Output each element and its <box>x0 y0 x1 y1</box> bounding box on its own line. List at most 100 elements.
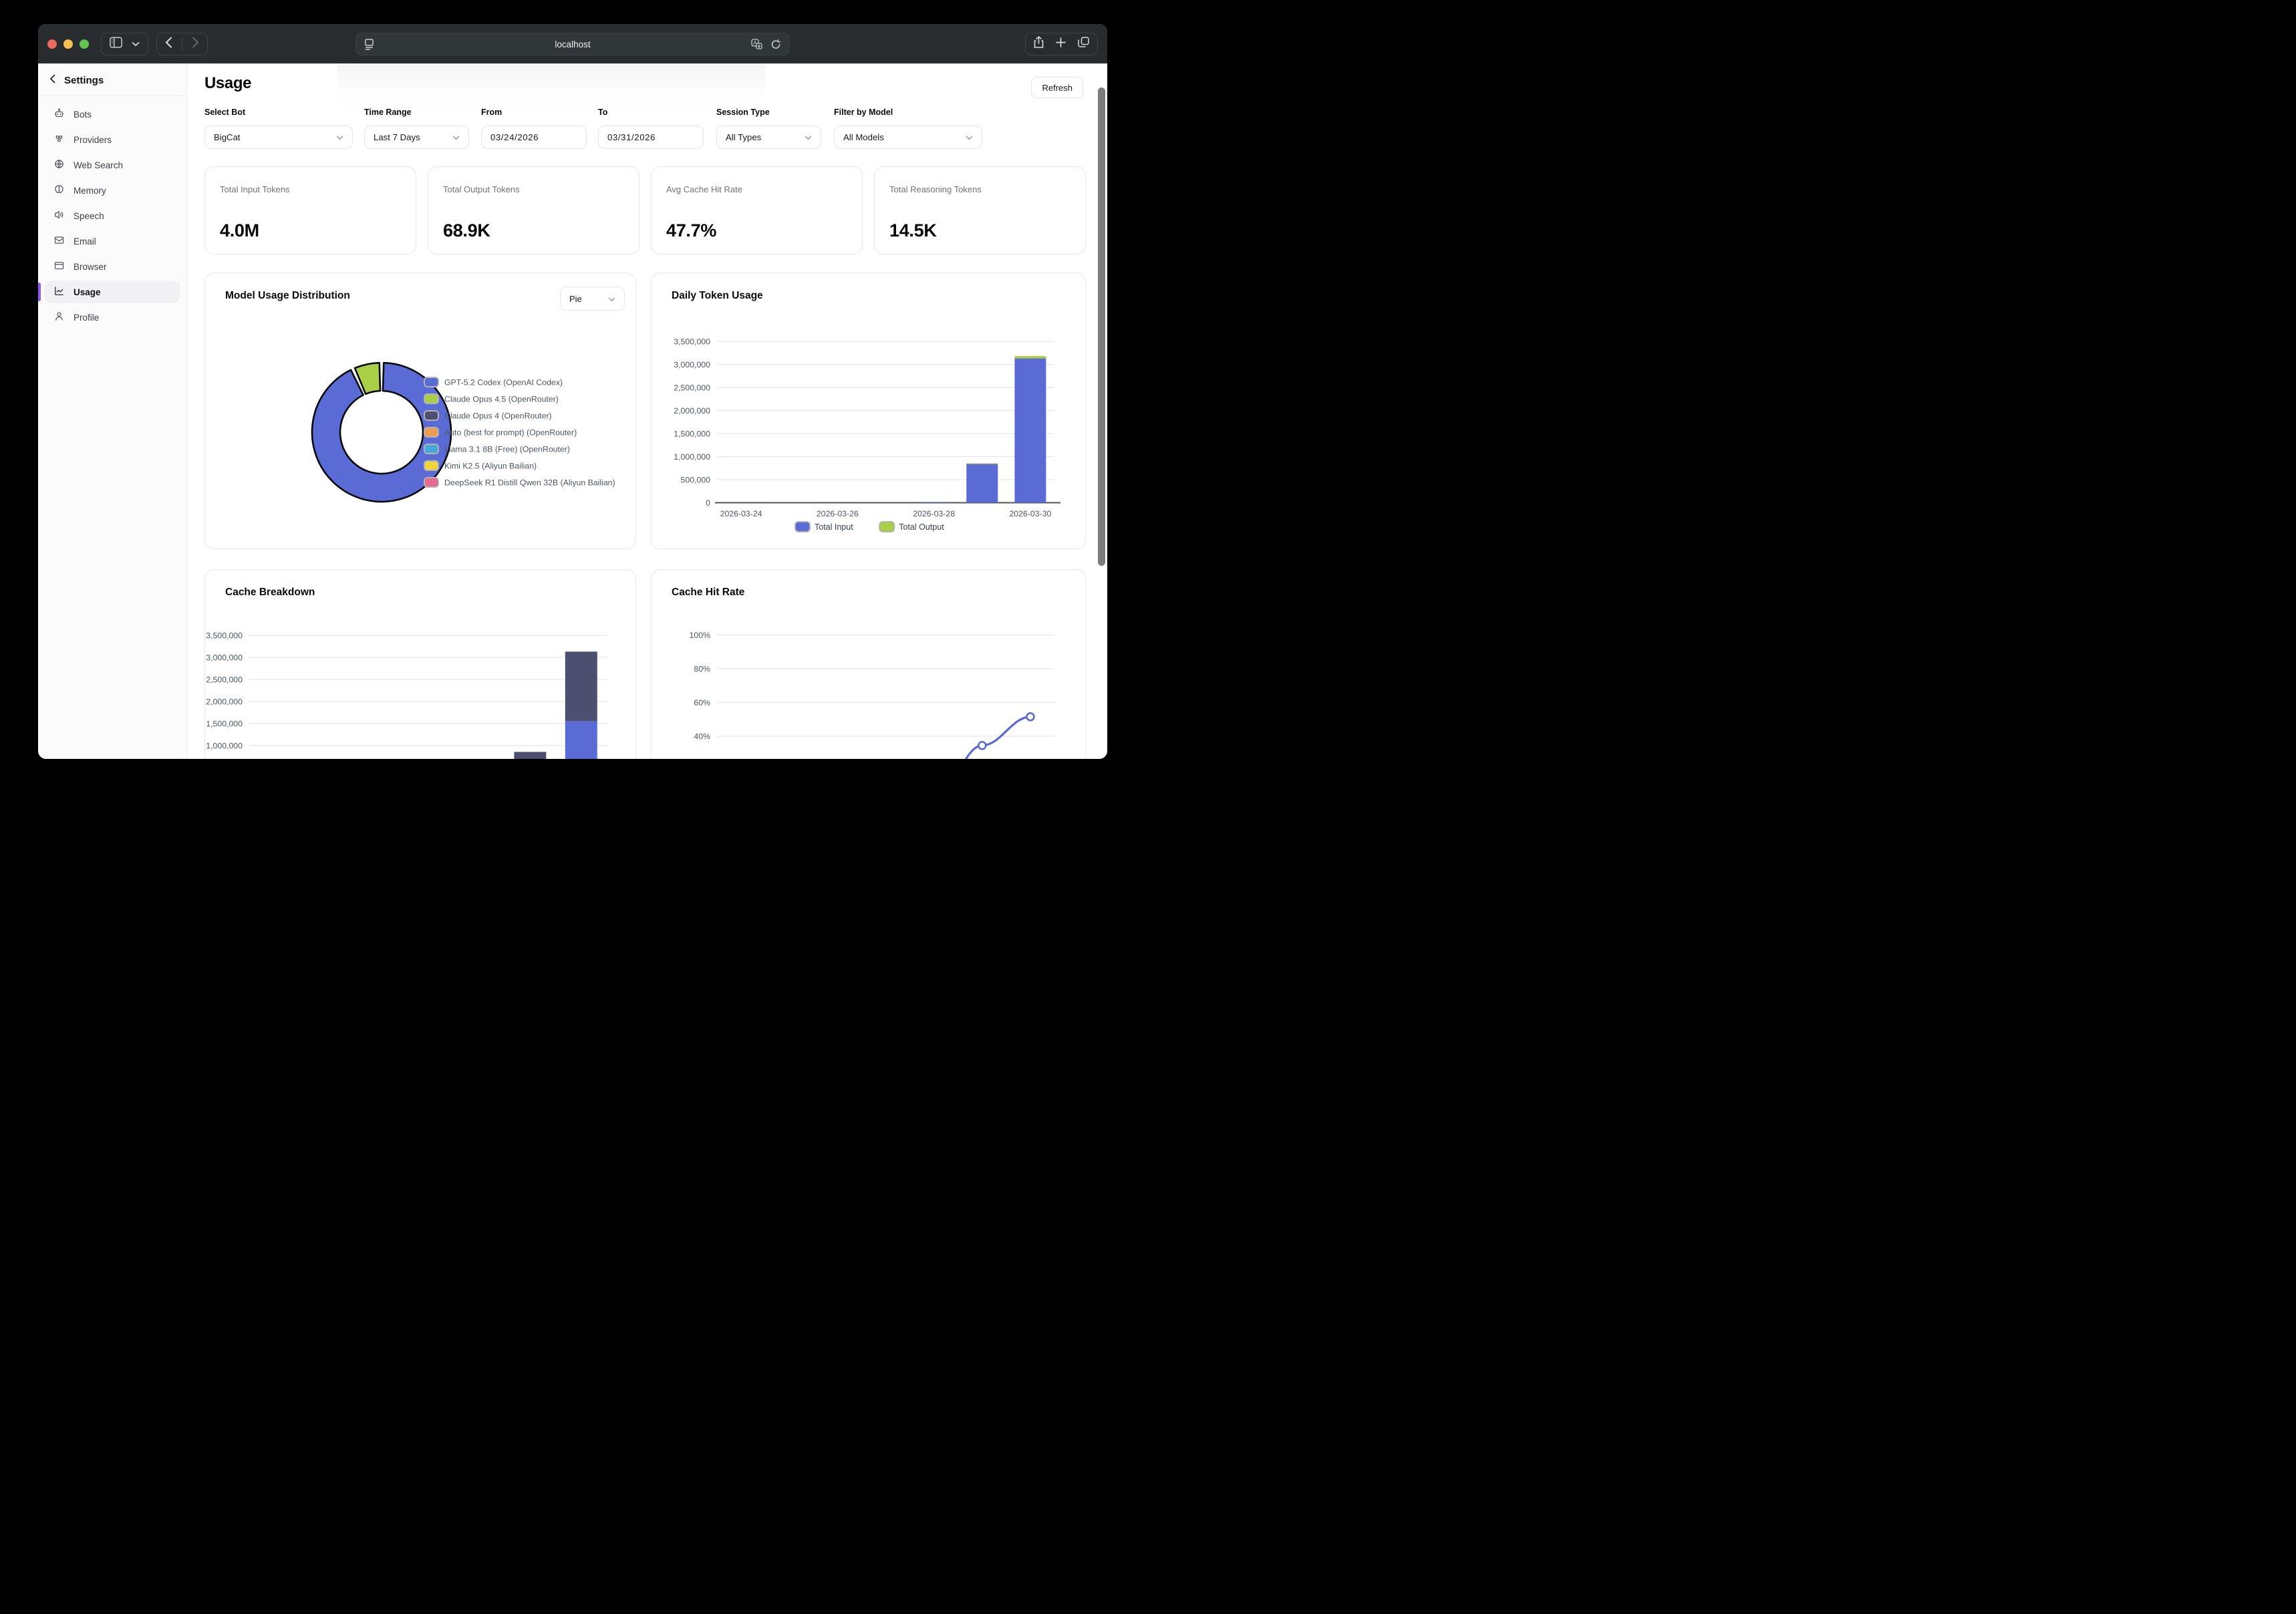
sidebar-toggle-icon[interactable] <box>110 36 122 51</box>
stat-value: 14.5K <box>889 220 937 240</box>
filter-value: 03/24/2026 <box>490 132 539 142</box>
sidebar-item-web-search[interactable]: Web Search <box>44 154 180 176</box>
date-input-to[interactable]: 03/31/2026 <box>598 126 704 149</box>
model-usage-title: Model Usage Distribution <box>225 290 350 301</box>
stat-card-total-reasoning-tokens: Total Reasoning Tokens 14.5K <box>874 166 1086 255</box>
svg-text:2,500,000: 2,500,000 <box>674 383 710 393</box>
sidebar-item-label: Bots <box>74 109 92 120</box>
svg-text:3,500,000: 3,500,000 <box>206 631 243 641</box>
filter-label-from: From <box>481 108 503 117</box>
toolbar-shadow <box>337 63 765 112</box>
svg-text:1,000,000: 1,000,000 <box>674 452 710 462</box>
daily-token-usage-card: Daily Token Usage 0 500,000 1,000,000 1,500… <box>651 273 1086 549</box>
svg-text:Kimi K2.5 (Aliyun Bailian): Kimi K2.5 (Aliyun Bailian) <box>444 462 537 471</box>
cache-breakdown-card: Cache Breakdown 0 500,000 1,000,000 1,500,0… <box>204 569 636 759</box>
filter-value: 03/31/2026 <box>607 132 656 142</box>
chart-icon <box>55 287 63 295</box>
sidebar-toggle-group <box>101 32 148 55</box>
sidebar-item-email[interactable]: Email <box>44 230 180 253</box>
select-time-range[interactable]: Last 7 Days <box>364 126 469 149</box>
sidebar-item-label: Profile <box>74 312 100 323</box>
svg-text:2026-03-26: 2026-03-26 <box>817 509 859 518</box>
window-controls <box>47 39 89 49</box>
svg-text:2,000,000: 2,000,000 <box>674 406 710 416</box>
browser-icon <box>54 261 64 270</box>
filter-value: BigCat <box>214 132 241 142</box>
svg-text:0: 0 <box>706 498 710 508</box>
select-select-bot[interactable]: BigCat <box>204 126 353 149</box>
sidebar-item-bots[interactable]: Bots <box>44 103 180 126</box>
svg-text:GPT-5.2 Codex (OpenAI Codex): GPT-5.2 Codex (OpenAI Codex) <box>444 378 563 387</box>
refresh-button[interactable]: Refresh <box>1031 77 1083 98</box>
chevron-down-icon <box>452 136 460 140</box>
filter-label-session-type: Session Type <box>716 108 770 117</box>
date-input-from[interactable]: 03/24/2026 <box>481 126 587 149</box>
select-session-type[interactable]: All Types <box>716 126 821 149</box>
forward-icon[interactable] <box>192 37 199 51</box>
sidebar-item-memory[interactable]: Memory <box>44 179 180 202</box>
globe-icon <box>55 160 63 168</box>
model-usage-donut-chart: GPT-5.2 Codex (OpenAI Codex) Claude Opus … <box>311 361 615 503</box>
tab-overview-icon[interactable] <box>1078 37 1089 51</box>
chevron-down-icon <box>608 294 615 304</box>
svg-text:Total Output: Total Output <box>899 522 944 532</box>
sidebar-item-usage[interactable]: Usage <box>38 281 180 303</box>
page-scrollbar[interactable] <box>1098 88 1105 566</box>
providers-icon <box>55 136 63 142</box>
settings-back[interactable]: Settings <box>38 63 186 96</box>
filter-value: All Models <box>843 132 884 142</box>
address-bar[interactable]: localhost A <box>355 33 790 55</box>
sidebar-item-label: Web Search <box>74 160 124 170</box>
svg-text:40%: 40% <box>694 732 710 742</box>
stat-value: 4.0M <box>220 220 259 240</box>
reader-icon[interactable] <box>364 39 374 52</box>
svg-text:1,000,000: 1,000,000 <box>206 742 243 751</box>
svg-text:1,500,000: 1,500,000 <box>206 719 243 729</box>
reload-icon[interactable] <box>770 39 781 52</box>
select-filter-by-model[interactable]: All Models <box>834 126 982 149</box>
svg-text:2,500,000: 2,500,000 <box>206 675 243 685</box>
sidebar-item-speech[interactable]: Speech <box>44 204 180 227</box>
svg-text:Total Input: Total Input <box>815 522 853 532</box>
svg-text:100%: 100% <box>690 631 711 640</box>
svg-text:Claude Opus 4.5 (OpenRouter): Claude Opus 4.5 (OpenRouter) <box>444 395 559 404</box>
translate-icon[interactable]: A <box>751 39 762 52</box>
svg-text:3,000,000: 3,000,000 <box>206 653 243 663</box>
window-actions-group <box>1025 32 1098 55</box>
chart-type-select[interactable]: Pie <box>560 287 625 311</box>
filter-label-select-bot: Select Bot <box>204 108 246 117</box>
sidebar-item-label: Email <box>74 236 96 247</box>
share-icon[interactable] <box>1034 35 1044 51</box>
sidebar-item-providers[interactable]: Providers <box>44 128 180 151</box>
new-tab-icon[interactable] <box>1056 37 1066 51</box>
back-icon[interactable] <box>165 37 172 51</box>
sidebar-item-label: Usage <box>74 287 101 297</box>
minimize-window-button[interactable] <box>63 39 73 49</box>
cache-hit-rate-card: Cache Hit Rate 100% 80% 60% 40% 20% <box>651 569 1086 759</box>
close-window-button[interactable] <box>47 39 57 49</box>
sidebar-item-browser[interactable]: Browser <box>44 255 180 278</box>
svg-text:2026-03-24: 2026-03-24 <box>720 509 762 518</box>
mail-icon <box>54 236 64 244</box>
filter-label-filter-by-model: Filter by Model <box>834 108 893 117</box>
filter-value: Last 7 Days <box>374 132 420 142</box>
svg-text:Llama 3.1 8B (Free) (OpenRoute: Llama 3.1 8B (Free) (OpenRouter) <box>444 445 570 454</box>
svg-text:2026-03-30: 2026-03-30 <box>1009 509 1051 518</box>
nav-buttons-group <box>156 32 208 55</box>
svg-text:80%: 80% <box>694 665 710 674</box>
svg-text:DeepSeek R1 Distill Qwen 32B (: DeepSeek R1 Distill Qwen 32B (Aliyun Bai… <box>444 478 615 488</box>
person-icon <box>55 312 63 321</box>
stat-card-avg-cache-hit-rate: Avg Cache Hit Rate 47.7% <box>651 166 863 255</box>
settings-sidebar: Settings Bots Providers Web Search Memory Sp… <box>38 63 187 759</box>
cache-hit-rate-title: Cache Hit Rate <box>672 587 745 598</box>
url-text: localhost <box>555 39 591 49</box>
browser-toolbar: localhost A <box>38 24 1107 63</box>
brain-icon <box>55 185 63 193</box>
chevron-down-icon[interactable] <box>132 38 140 50</box>
chevron-down-icon <box>805 136 812 140</box>
sidebar-item-profile[interactable]: Profile <box>44 306 180 329</box>
svg-text:2,000,000: 2,000,000 <box>206 697 243 707</box>
zoom-window-button[interactable] <box>80 39 89 49</box>
sidebar-title: Settings <box>64 75 104 86</box>
filter-value: All Types <box>726 132 762 142</box>
